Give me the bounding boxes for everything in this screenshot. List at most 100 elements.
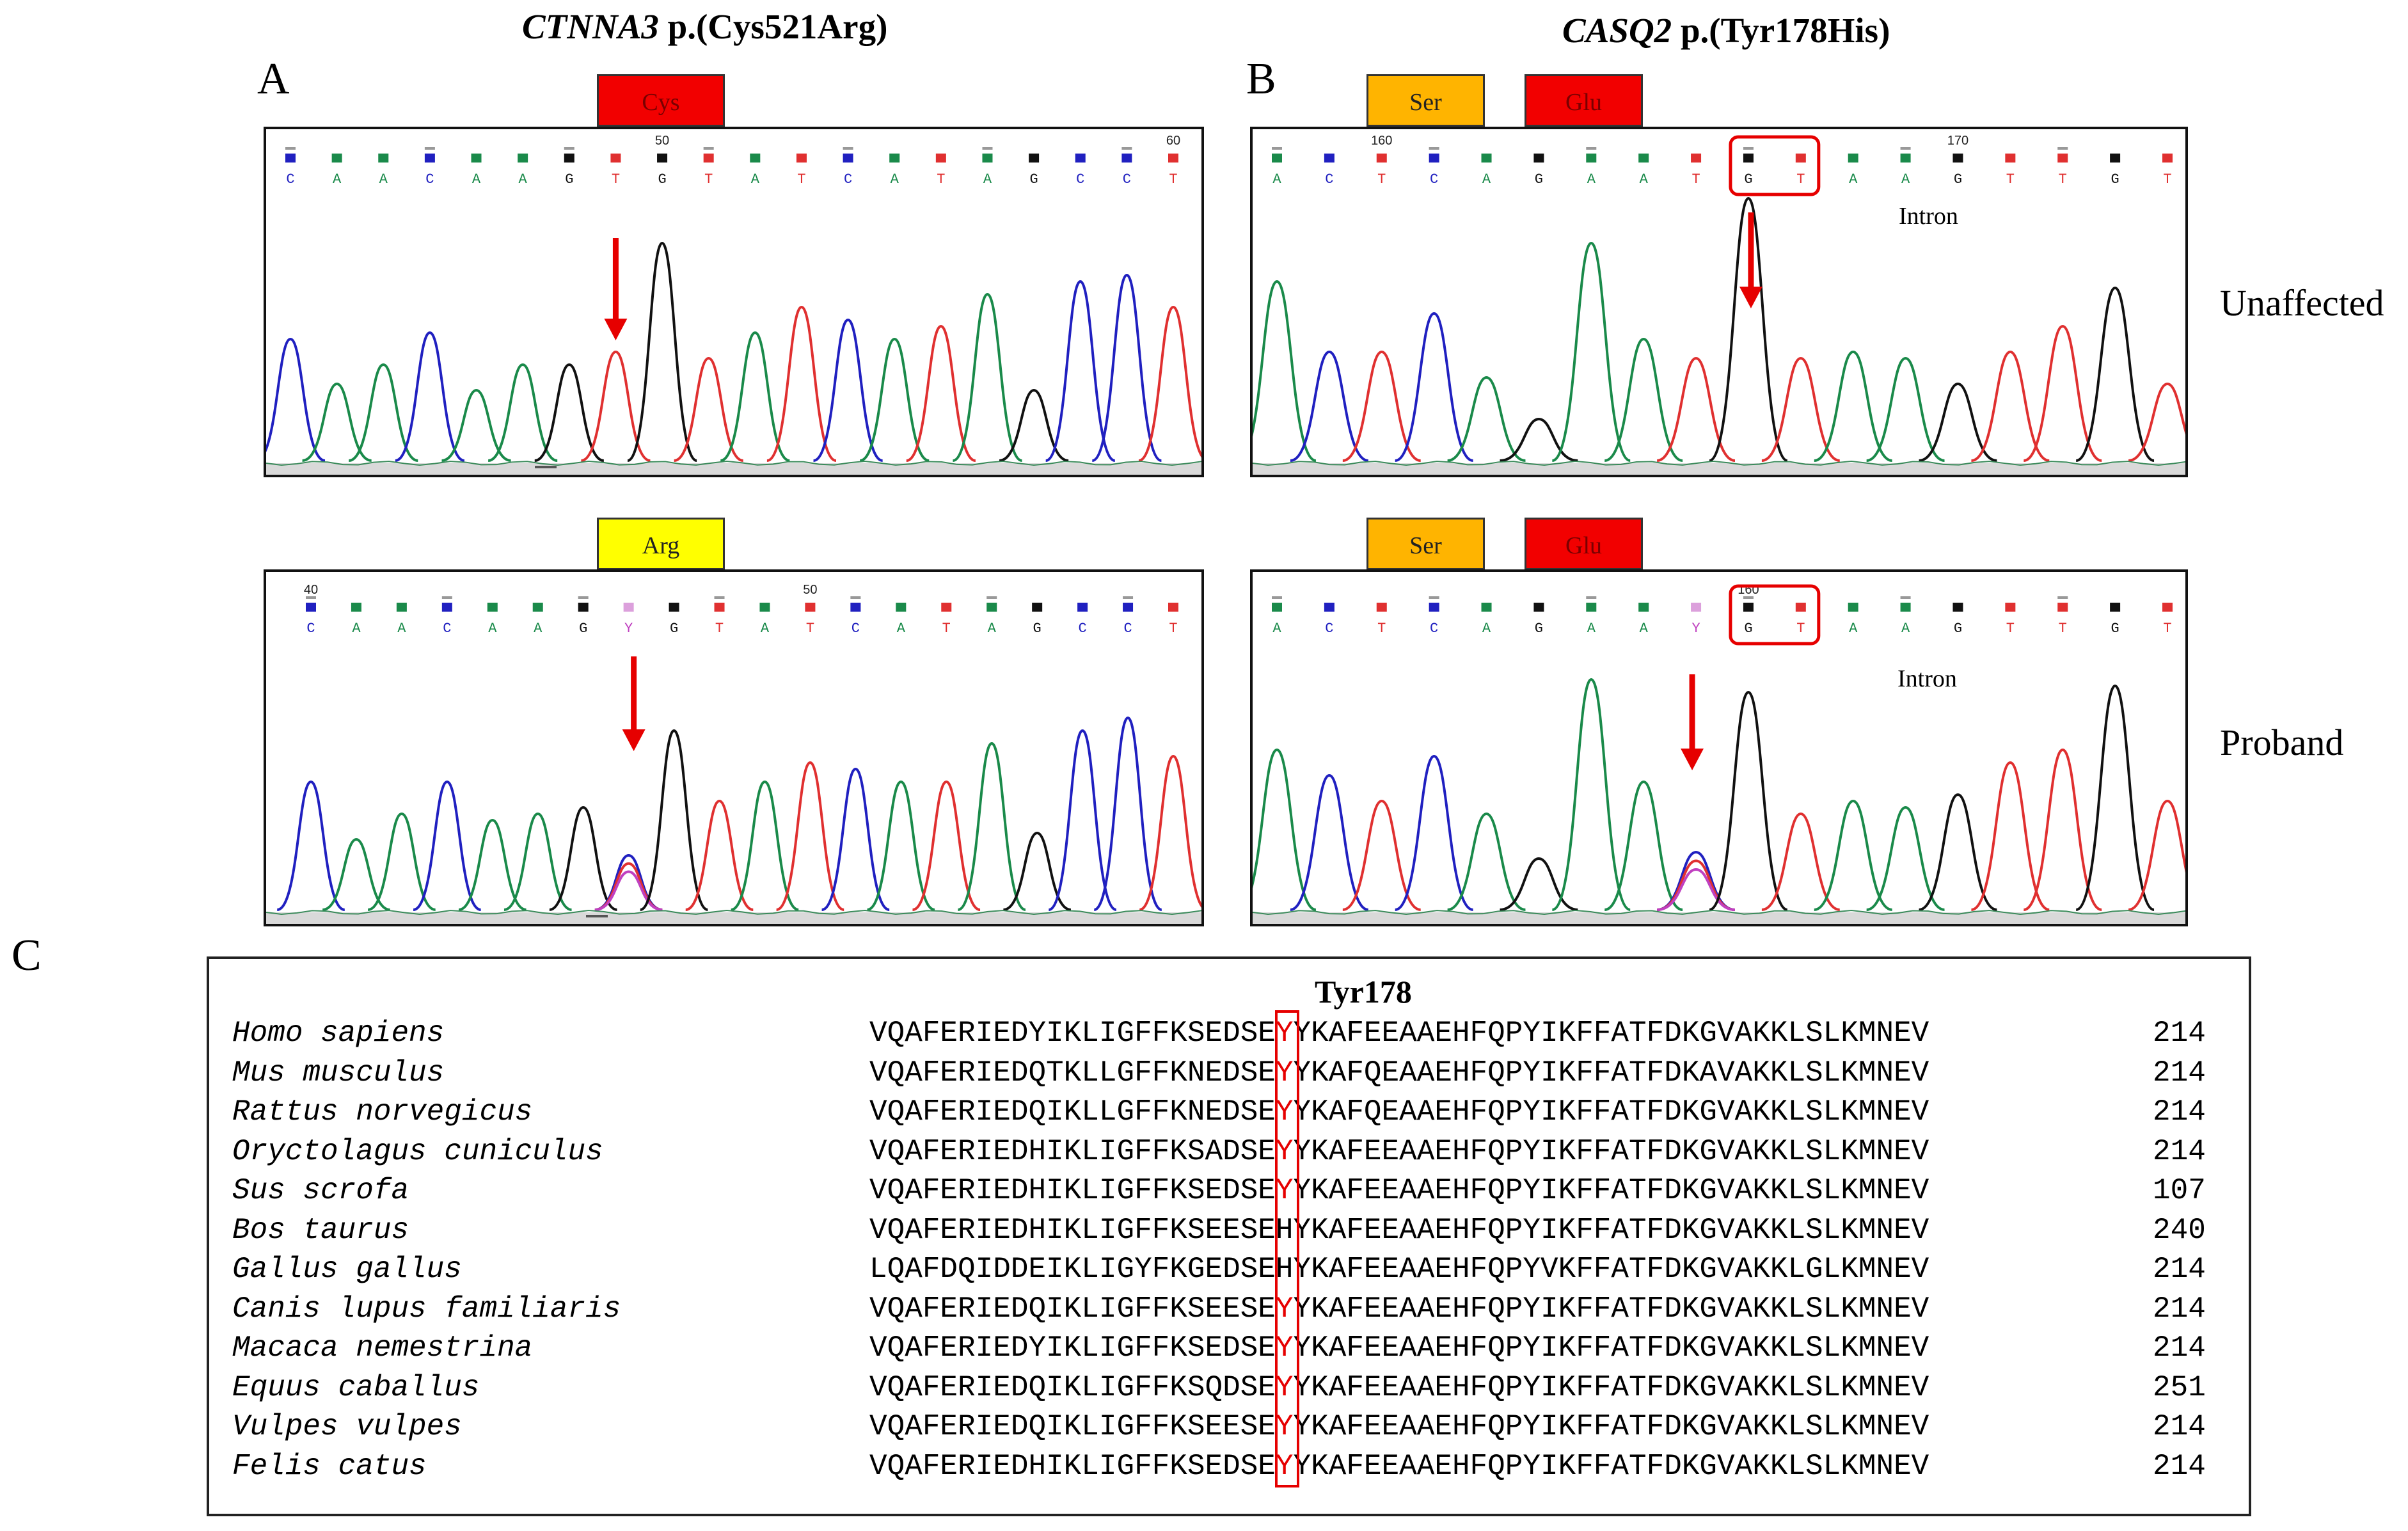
- base-letter: A: [333, 171, 342, 187]
- chromatogram-peak: [1091, 273, 1162, 462]
- alignment-row: Macaca nemestrina VQAFERIEDYIKLIGFFKSEDSE…: [209, 1329, 2249, 1367]
- residue-178: Y: [1275, 1134, 1294, 1168]
- chromatogram-peak: [2075, 684, 2155, 911]
- proband-label: Proband: [2220, 722, 2344, 763]
- sequence-position: 214: [2153, 1017, 2206, 1050]
- chromatogram-peak: [1395, 754, 1474, 911]
- chromatogram-peak: [1045, 280, 1116, 462]
- ser-codon-tag-bottom: Ser: [1366, 518, 1485, 570]
- species-name: Oryctolagus cuniculus: [232, 1134, 603, 1168]
- chromatogram-b-unaffected: A C T C A G A A T G T A A G T T G T 160 170: [1250, 127, 2188, 477]
- sequence-position: 214: [2153, 1095, 2206, 1129]
- base-call-marker: [1324, 603, 1335, 612]
- base-call-marker: [441, 603, 452, 612]
- base-letter: A: [1587, 171, 1596, 187]
- base-letter: A: [1640, 171, 1649, 187]
- base-letter: A: [988, 621, 997, 637]
- sequence-before: VQAFERIEDQIKLIGFFKSEESE: [869, 1410, 1276, 1443]
- base-call-marker: [487, 603, 498, 612]
- tyr178-label: Tyr178: [1315, 974, 1412, 1010]
- base-letter: T: [2006, 621, 2015, 637]
- sequence-after: YKAFQEAAEHFQPYIKFFATFDKGVAKKLSLKMNEV: [1293, 1095, 1929, 1129]
- panel-a-gene: CTNNA3: [522, 7, 659, 46]
- chromatogram-peak: [458, 818, 527, 911]
- quality-tick: [1900, 596, 1911, 599]
- chromatogram-a-proband: C A A C A A G Y G T A T C A T A G C C T 40 50: [264, 569, 1204, 926]
- trace-scrollbar: [1253, 912, 2185, 924]
- sequence-position: 251: [2153, 1370, 2206, 1404]
- chromatogram-peak: [1709, 196, 1788, 462]
- chromatogram-peak: [503, 812, 573, 911]
- base-call-marker: [1376, 603, 1387, 612]
- base-letter: C: [286, 171, 294, 187]
- quality-tick: [1743, 147, 1754, 150]
- variant-arrow-head: [1681, 749, 1704, 770]
- base-letter: C: [1123, 621, 1132, 637]
- chromatogram-peak: [720, 331, 790, 462]
- base-call-marker: [578, 603, 589, 612]
- base-call-marker: [2057, 154, 2068, 163]
- baseline-noise: [266, 460, 1201, 466]
- chromatogram-peak: [1970, 761, 2050, 911]
- baseline-noise: [1253, 909, 2185, 916]
- species-name: Sus scrofa: [232, 1174, 409, 1207]
- variant-arrow-head: [622, 729, 646, 751]
- base-call-marker: [986, 603, 997, 612]
- sequence-before: VQAFERIEDHIKLIGFFKSADSE: [869, 1134, 1276, 1168]
- base-letter: T: [937, 171, 945, 187]
- sequence-before: VQAFERIEDQIKLLGFFKNEDSE: [869, 1095, 1276, 1129]
- base-letter: A: [1482, 171, 1491, 187]
- panel-b-gene: CASQ2: [1562, 11, 1672, 50]
- sequence-position: 107: [2153, 1174, 2206, 1207]
- sequence-after: YKAFEEAAEHFQPYIKFFATFDKGVAKKLSLKMNEV: [1293, 1331, 1929, 1365]
- species-name: Mus musculus: [232, 1056, 445, 1090]
- base-call-marker: [843, 154, 853, 163]
- base-call-marker: [351, 603, 361, 612]
- base-call-marker: [1272, 154, 1282, 163]
- quality-tick: [1586, 147, 1597, 150]
- base-letter: T: [1796, 621, 1805, 637]
- base-letter: A: [1272, 171, 1281, 187]
- base-letter: C: [1123, 171, 1131, 187]
- chromatogram-peak: [1290, 773, 1369, 911]
- base-letter: C: [852, 621, 860, 637]
- alignment-row: Vulpes vulpes VQAFERIEDQIKLIGFFKSEESEYYKA…: [209, 1408, 2249, 1446]
- chromatogram-peak: [812, 318, 883, 462]
- base-call-marker: [1533, 603, 1544, 612]
- base-call-marker: [889, 154, 900, 163]
- species-name: Gallus gallus: [232, 1253, 462, 1286]
- splice-site-box: [1729, 135, 1821, 196]
- chromatogram-peak: [266, 337, 326, 462]
- base-letter: T: [2006, 171, 2015, 187]
- chromatogram-peak: [1290, 350, 1369, 462]
- chromatogram-peak: [1656, 356, 1736, 462]
- chromatogram-peak: [906, 324, 976, 462]
- base-letter: A: [1640, 621, 1649, 637]
- base-call-marker: [1638, 603, 1649, 612]
- quality-tick: [424, 147, 435, 150]
- alignment-row: Sus scrofa VQAFERIEDHIKLIGFFKSEDSEYYKAFEE…: [209, 1171, 2249, 1210]
- sequence-before: VQAFERIEDQIKLIGFFKSQDSE: [869, 1370, 1276, 1404]
- sequence-after: YKAFEEAAEHFQPYIKFFATFDKGVAKKLSLKMNEV: [1293, 1410, 1929, 1443]
- chromatogram-peak: [627, 241, 697, 462]
- base-letter: C: [1325, 621, 1333, 637]
- base-letter: G: [579, 621, 587, 637]
- chromatogram-peak: [1551, 241, 1631, 462]
- quality-tick: [1743, 596, 1754, 599]
- base-call-marker: [1848, 154, 1858, 163]
- base-letter: C: [1325, 171, 1333, 187]
- base-call-marker: [759, 603, 770, 612]
- protein-sequence: VQAFERIEDHIKLIGFFKSEESEHYKAFEEAAEHFQPYIK…: [869, 1211, 1929, 1249]
- sequence-after: YKAFQEAAEHFQPYIKFFATFDKAVAKKLSLKMNEV: [1293, 1056, 1929, 1090]
- chromatogram-peak: [2023, 324, 2102, 462]
- quality-tick: [1123, 596, 1134, 599]
- species-name: Homo sapiens: [232, 1017, 445, 1050]
- base-letter: G: [670, 621, 678, 637]
- residue-178: Y: [1275, 1095, 1294, 1129]
- base-letter: T: [1691, 171, 1700, 187]
- chromatogram-peak: [957, 742, 1026, 911]
- intron-label-top: Intron: [1899, 203, 1958, 230]
- base-call-marker: [306, 603, 316, 612]
- base-letter: G: [1744, 621, 1752, 637]
